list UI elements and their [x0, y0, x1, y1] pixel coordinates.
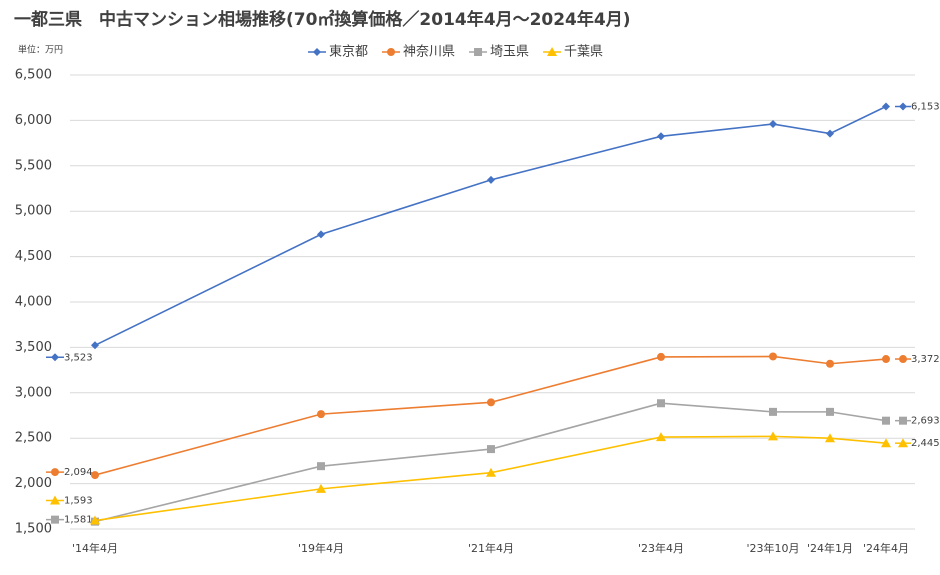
y-tick-label: 5,500	[15, 158, 52, 173]
label-marker	[899, 102, 907, 111]
label-marker	[51, 515, 59, 524]
data-point	[486, 467, 496, 477]
legend-label: 東京都	[329, 44, 368, 60]
y-tick-label: 6,000	[15, 113, 52, 128]
data-point	[657, 399, 665, 408]
data-label: 6,153	[911, 102, 940, 113]
data-label: 1,593	[64, 496, 93, 507]
x-tick-label: '23年10月	[746, 541, 799, 555]
y-tick-label: 5,000	[15, 204, 52, 219]
data-point	[769, 120, 777, 129]
legend-marker	[547, 47, 558, 56]
chart-title: 一都三県 中古マンション相場推移(70㎡換算価格／2014年4月～2024年4月…	[14, 9, 630, 30]
data-point	[91, 471, 99, 480]
legend-marker	[387, 48, 396, 56]
label-marker	[898, 438, 908, 448]
data-point	[487, 398, 495, 407]
legend-marker	[474, 48, 483, 56]
data-point	[881, 438, 891, 448]
y-tick-label: 4,500	[15, 249, 52, 264]
data-point	[826, 407, 834, 416]
data-point	[317, 230, 325, 239]
data-point	[825, 433, 835, 443]
data-label: 3,523	[64, 352, 93, 363]
y-tick-label: 6,500	[15, 68, 52, 83]
label-marker	[899, 416, 907, 425]
y-tick-label: 1,500	[15, 522, 52, 537]
data-point	[657, 132, 665, 141]
label-marker	[50, 495, 60, 505]
data-point	[487, 175, 495, 184]
legend-marker	[313, 48, 321, 56]
y-tick-label: 2,000	[15, 476, 52, 491]
data-point	[657, 352, 665, 361]
data-label: 1,581	[64, 515, 93, 526]
data-point	[317, 410, 325, 419]
label-marker	[899, 355, 907, 364]
x-tick-label: '19年4月	[298, 541, 344, 555]
data-point	[882, 355, 890, 364]
data-point	[316, 483, 326, 493]
data-point	[656, 432, 666, 442]
x-tick-label: '21年4月	[468, 541, 514, 555]
data-point	[882, 416, 890, 425]
y-tick-label: 3,000	[15, 385, 52, 400]
data-point	[769, 352, 777, 361]
unit-label: 単位：万円	[18, 44, 63, 56]
data-point	[768, 431, 778, 441]
y-tick-label: 4,000	[15, 295, 52, 310]
y-tick-label: 2,500	[15, 431, 52, 446]
legend-label: 神奈川県	[403, 45, 455, 60]
legend-label: 埼玉県	[490, 45, 529, 60]
data-point	[826, 359, 834, 368]
data-label: 2,693	[911, 416, 940, 427]
x-tick-label: '24年1月	[807, 541, 853, 555]
x-tick-label: '14年4月	[72, 541, 118, 555]
legend-label: 千葉県	[564, 45, 603, 60]
data-label: 2,094	[64, 467, 93, 478]
x-tick-label: '24年4月	[863, 541, 909, 555]
data-point	[90, 515, 100, 525]
data-point	[826, 129, 834, 138]
y-tick-label: 3,500	[15, 340, 52, 355]
data-point	[487, 445, 495, 454]
data-label: 2,445	[911, 438, 940, 449]
x-tick-label: '23年4月	[638, 541, 684, 555]
label-marker	[51, 353, 59, 362]
data-point	[317, 462, 325, 471]
data-point	[769, 407, 777, 416]
data-point	[91, 341, 99, 350]
label-marker	[51, 468, 59, 477]
data-point	[882, 102, 890, 111]
data-label: 3,372	[911, 354, 940, 365]
